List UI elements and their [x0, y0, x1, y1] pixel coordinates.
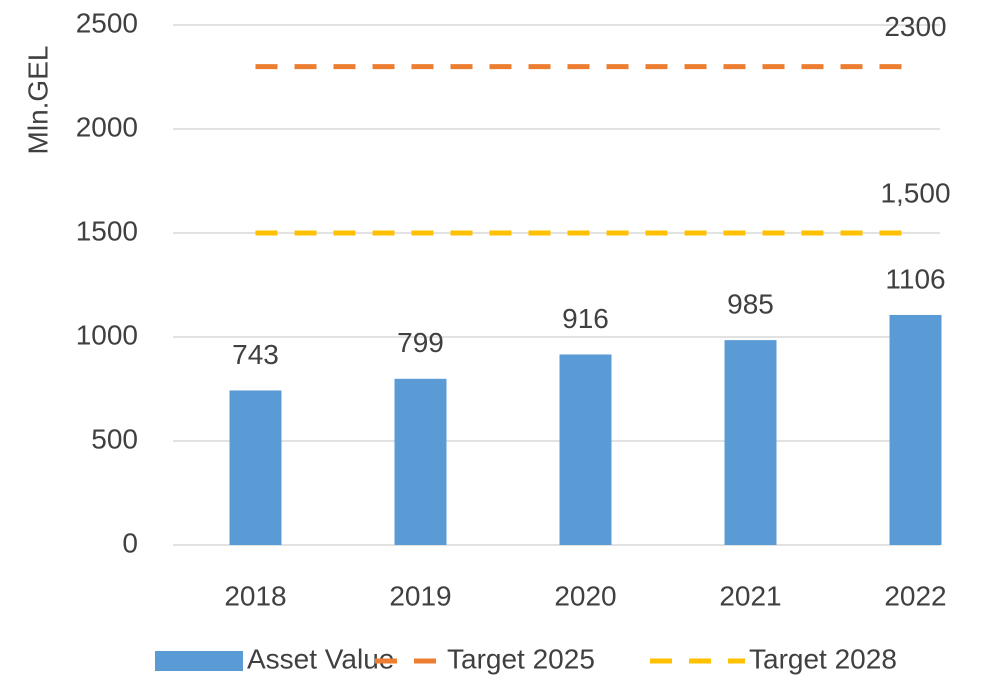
legend-label: Asset Value — [247, 643, 394, 674]
data-label: 799 — [397, 327, 444, 358]
bar — [559, 354, 612, 545]
bar — [394, 378, 447, 545]
y-axis-title: Mln.GEL — [22, 46, 53, 155]
data-label: 743 — [232, 339, 279, 370]
x-tick-label: 2018 — [224, 580, 286, 611]
legend-label: Target 2028 — [749, 643, 897, 674]
y-tick-label: 2000 — [76, 111, 138, 142]
x-tick-label: 2020 — [554, 580, 616, 611]
bar — [229, 390, 282, 545]
legend-swatch — [155, 651, 243, 671]
data-label: 1,500 — [880, 177, 950, 208]
data-label: 916 — [562, 303, 609, 334]
bar — [724, 340, 777, 545]
y-tick-label: 1000 — [76, 319, 138, 350]
data-label: 2300 — [884, 11, 946, 42]
x-tick-label: 2022 — [884, 580, 946, 611]
y-tick-label: 1500 — [76, 215, 138, 246]
bar — [889, 314, 942, 545]
y-tick-label: 2500 — [76, 7, 138, 38]
x-tick-label: 2021 — [719, 580, 781, 611]
data-label: 1106 — [885, 263, 945, 294]
y-tick-label: 0 — [122, 527, 138, 558]
data-label: 985 — [727, 289, 774, 320]
x-tick-label: 2019 — [389, 580, 451, 611]
legend-label: Target 2025 — [447, 643, 595, 674]
y-tick-label: 500 — [91, 423, 138, 454]
